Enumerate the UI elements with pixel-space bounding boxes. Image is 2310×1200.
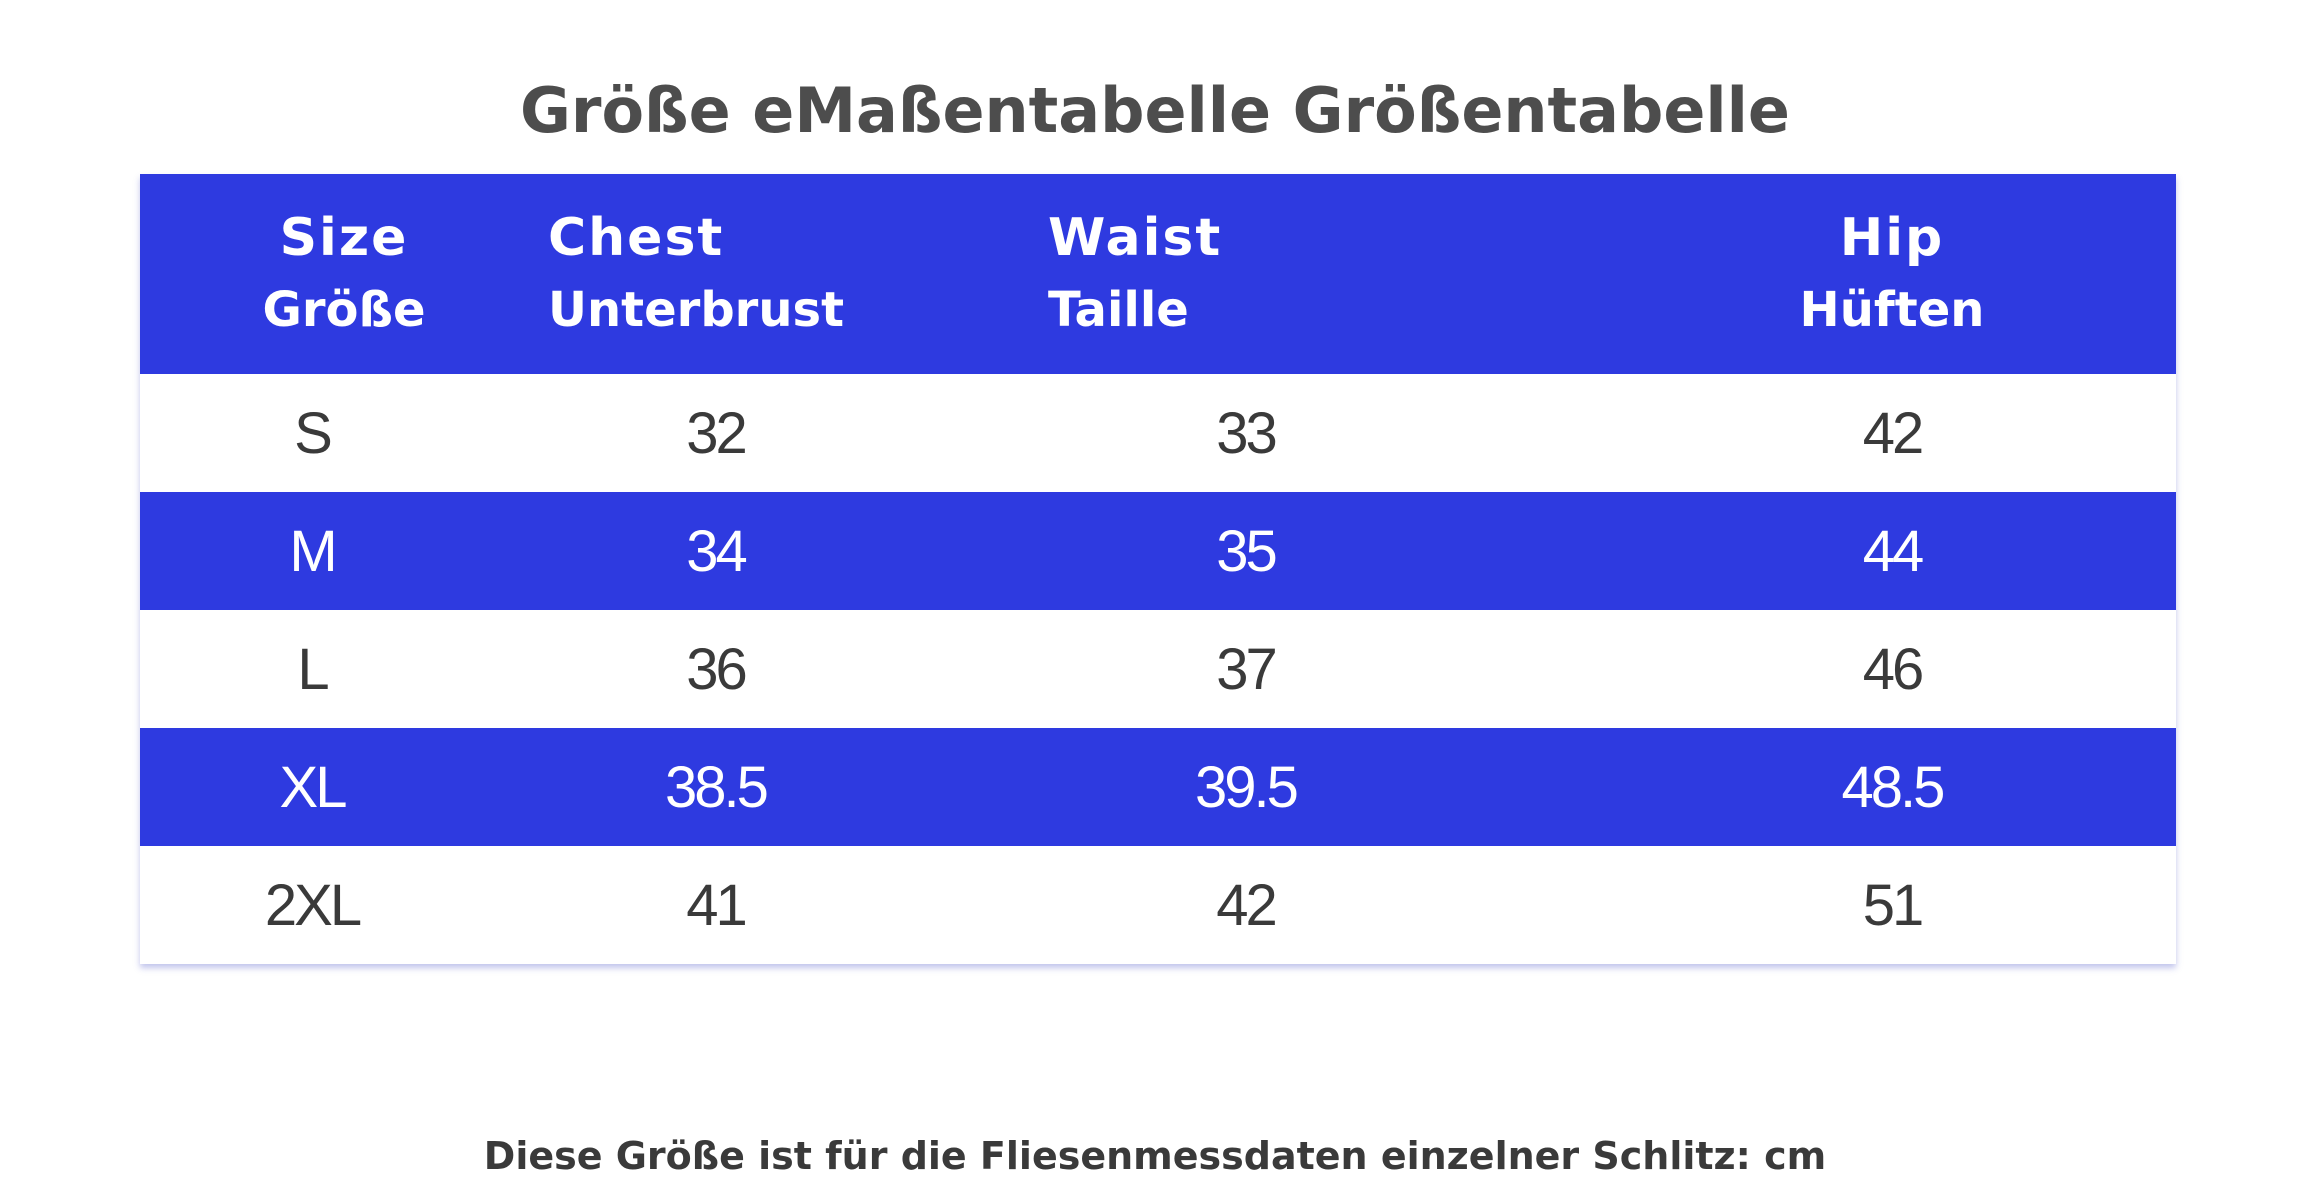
header-size-en: Size bbox=[279, 208, 409, 268]
cell-chest: 38.5 bbox=[548, 728, 1048, 846]
table-row: M 34 35 44 bbox=[140, 492, 2176, 610]
cell-hip: 44 bbox=[1608, 492, 2176, 610]
size-chart-table: Size Größe Chest Unterbrust Waist Taille… bbox=[140, 174, 2176, 964]
cell-size: 2XL bbox=[140, 846, 548, 964]
header-hip-en: Hip bbox=[1839, 208, 1945, 268]
cell-waist: 37 bbox=[1048, 610, 1608, 728]
cell-hip: 51 bbox=[1608, 846, 2176, 964]
cell-size: S bbox=[140, 374, 548, 492]
header-chest-en: Chest bbox=[548, 208, 725, 268]
header-hip: Hip Hüften bbox=[1608, 174, 2176, 374]
footnote: Diese Größe ist für die Fliesenmessdaten… bbox=[483, 1134, 1827, 1178]
header-chest-de: Unterbrust bbox=[548, 282, 845, 338]
header-waist: Waist Taille bbox=[1048, 174, 1608, 374]
table-row: L 36 37 46 bbox=[140, 610, 2176, 728]
cell-size: M bbox=[140, 492, 548, 610]
cell-hip: 46 bbox=[1608, 610, 2176, 728]
page-title: Größe eMaßentabelle Größentabelle bbox=[519, 74, 1790, 147]
cell-hip: 42 bbox=[1608, 374, 2176, 492]
cell-waist: 39.5 bbox=[1048, 728, 1608, 846]
header-size-de: Größe bbox=[262, 282, 426, 338]
cell-chest: 32 bbox=[548, 374, 1048, 492]
table-row: 2XL 41 42 51 bbox=[140, 846, 2176, 964]
header-chest: Chest Unterbrust bbox=[548, 174, 1048, 374]
table-row: S 32 33 42 bbox=[140, 374, 2176, 492]
cell-waist: 42 bbox=[1048, 846, 1608, 964]
cell-waist: 33 bbox=[1048, 374, 1608, 492]
cell-size: L bbox=[140, 610, 548, 728]
cell-waist: 35 bbox=[1048, 492, 1608, 610]
cell-chest: 34 bbox=[548, 492, 1048, 610]
cell-hip: 48.5 bbox=[1608, 728, 2176, 846]
table-header-row: Size Größe Chest Unterbrust Waist Taille… bbox=[140, 174, 2176, 374]
cell-chest: 41 bbox=[548, 846, 1048, 964]
table-row: XL 38.5 39.5 48.5 bbox=[140, 728, 2176, 846]
cell-size: XL bbox=[140, 728, 548, 846]
header-size: Size Größe bbox=[140, 174, 548, 374]
header-waist-de: Taille bbox=[1048, 282, 1189, 338]
cell-chest: 36 bbox=[548, 610, 1048, 728]
header-hip-de: Hüften bbox=[1799, 282, 1985, 338]
header-waist-en: Waist bbox=[1048, 208, 1223, 268]
